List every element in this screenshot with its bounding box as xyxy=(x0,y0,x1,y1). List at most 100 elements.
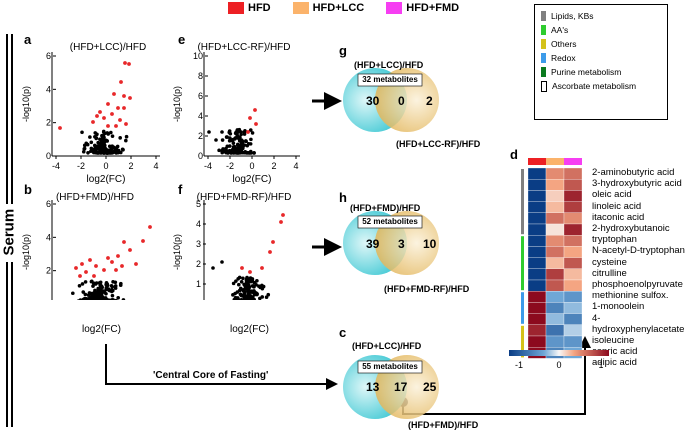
heatmap-cell xyxy=(527,313,547,325)
data-point xyxy=(217,148,221,153)
data-point xyxy=(233,295,238,300)
data-point xyxy=(240,140,245,144)
significant-point xyxy=(95,114,99,118)
data-point xyxy=(230,138,235,143)
heatmap-cell xyxy=(563,235,583,247)
venn-h-top: (HFD+FMD)/HFD xyxy=(350,203,421,213)
data-point xyxy=(104,291,108,296)
data-point xyxy=(227,129,232,133)
heatmap-header-2 xyxy=(564,158,582,165)
data-point xyxy=(237,282,241,287)
heatmap-cell xyxy=(545,324,565,337)
data-point xyxy=(248,142,253,146)
data-point xyxy=(237,275,242,280)
xtick-label: 2 xyxy=(271,161,276,171)
data-point xyxy=(89,295,93,300)
data-point xyxy=(77,283,82,288)
data-point xyxy=(261,284,266,289)
xtick-label: -4 xyxy=(204,161,212,171)
data-point xyxy=(244,294,248,299)
panel-e: e (HFD+LCC-RF)/HFD 0 2 4 6 8 10 -4 -2 0 2 4 -log10… xyxy=(172,32,300,185)
heatmap-cell xyxy=(563,313,583,325)
ytick-label: 6 xyxy=(198,91,203,101)
data-point xyxy=(239,280,244,284)
heatmap-cell xyxy=(527,246,547,258)
xtick-label: 0 xyxy=(103,161,108,171)
data-point xyxy=(239,132,243,137)
heatmap-cell xyxy=(563,257,583,269)
panel-letter-h: h xyxy=(339,190,347,205)
heatmap-cell xyxy=(563,223,583,236)
ytick-label: 2 xyxy=(198,131,203,141)
ytick-label: 4 xyxy=(46,84,51,94)
heatmap-cell xyxy=(545,179,565,191)
class-legend-item: Redox xyxy=(541,51,661,65)
significant-point xyxy=(279,220,283,224)
data-point xyxy=(236,134,240,139)
data-point xyxy=(260,295,265,299)
heatmap-cell xyxy=(527,335,547,348)
data-point xyxy=(248,128,253,132)
heatmap-cell xyxy=(527,179,547,191)
metabolite-label: tryptophan xyxy=(592,234,637,246)
data-point xyxy=(238,286,243,291)
class-bar xyxy=(521,292,524,324)
data-point xyxy=(220,130,224,134)
xtick-label: 4 xyxy=(153,161,158,171)
metabolite-label: capric acid xyxy=(592,346,638,358)
data-point xyxy=(105,139,109,143)
legend-swatch-hfd-lcc xyxy=(292,2,309,15)
venn-c-top: (HFD+LCC)/HFD xyxy=(352,341,422,351)
data-point xyxy=(239,293,244,298)
data-point xyxy=(121,298,126,300)
panel-a-title: (HFD+LCC)/HFD xyxy=(70,42,146,53)
heatmap-cell xyxy=(545,257,565,269)
metabolite-label: adipic acid xyxy=(592,357,637,369)
data-point xyxy=(249,295,253,300)
significant-point xyxy=(114,268,118,272)
heatmap-cell xyxy=(545,167,565,180)
ytick-label: 0 xyxy=(198,151,203,161)
venn-g-top: (HFD+LCC)/HFD xyxy=(354,60,424,70)
significant-point xyxy=(91,120,95,124)
data-point xyxy=(246,283,250,288)
heatmap-cell xyxy=(545,335,565,348)
xtick-label: -2 xyxy=(77,161,85,171)
class-legend-item: Lipids, KBs xyxy=(541,9,661,23)
data-point xyxy=(95,132,99,137)
metabolite-label: linoleic acid xyxy=(592,200,642,212)
heatmap-cell xyxy=(527,257,547,269)
data-point xyxy=(71,291,75,296)
data-point xyxy=(239,148,244,152)
heatmap-cell xyxy=(527,235,547,247)
data-point xyxy=(104,287,108,292)
ytick-label: 8 xyxy=(198,71,203,81)
data-point xyxy=(101,133,105,138)
panel-e-xlabel: log2(FC) xyxy=(233,174,272,185)
data-point xyxy=(252,297,256,300)
venn-h xyxy=(343,211,439,275)
data-point xyxy=(124,138,128,143)
heatmap-cell xyxy=(545,201,565,213)
ytick-label: 1 xyxy=(196,279,201,289)
scale-tick-max: 1 xyxy=(598,360,603,370)
data-point xyxy=(89,298,93,300)
panel-b-xlabel: log2(FC) xyxy=(82,324,121,335)
ytick-label: 0 xyxy=(196,299,201,300)
significant-point xyxy=(122,240,126,244)
venn-g-right-count: 2 xyxy=(426,94,433,108)
venn-g-mid-count: 0 xyxy=(398,94,405,108)
data-point xyxy=(252,151,256,155)
heatmap-cell xyxy=(563,291,583,303)
data-point xyxy=(242,298,247,300)
data-point xyxy=(83,280,88,284)
significant-point xyxy=(124,122,128,126)
significant-point xyxy=(260,266,264,270)
significant-point xyxy=(268,250,272,254)
venn-c-box: 55 metabolites xyxy=(362,362,418,371)
data-point xyxy=(234,279,238,283)
class-swatch-1 xyxy=(541,25,546,35)
data-point xyxy=(257,284,261,289)
panel-a-xlabel: log2(FC) xyxy=(87,174,126,185)
significant-point xyxy=(128,96,132,100)
